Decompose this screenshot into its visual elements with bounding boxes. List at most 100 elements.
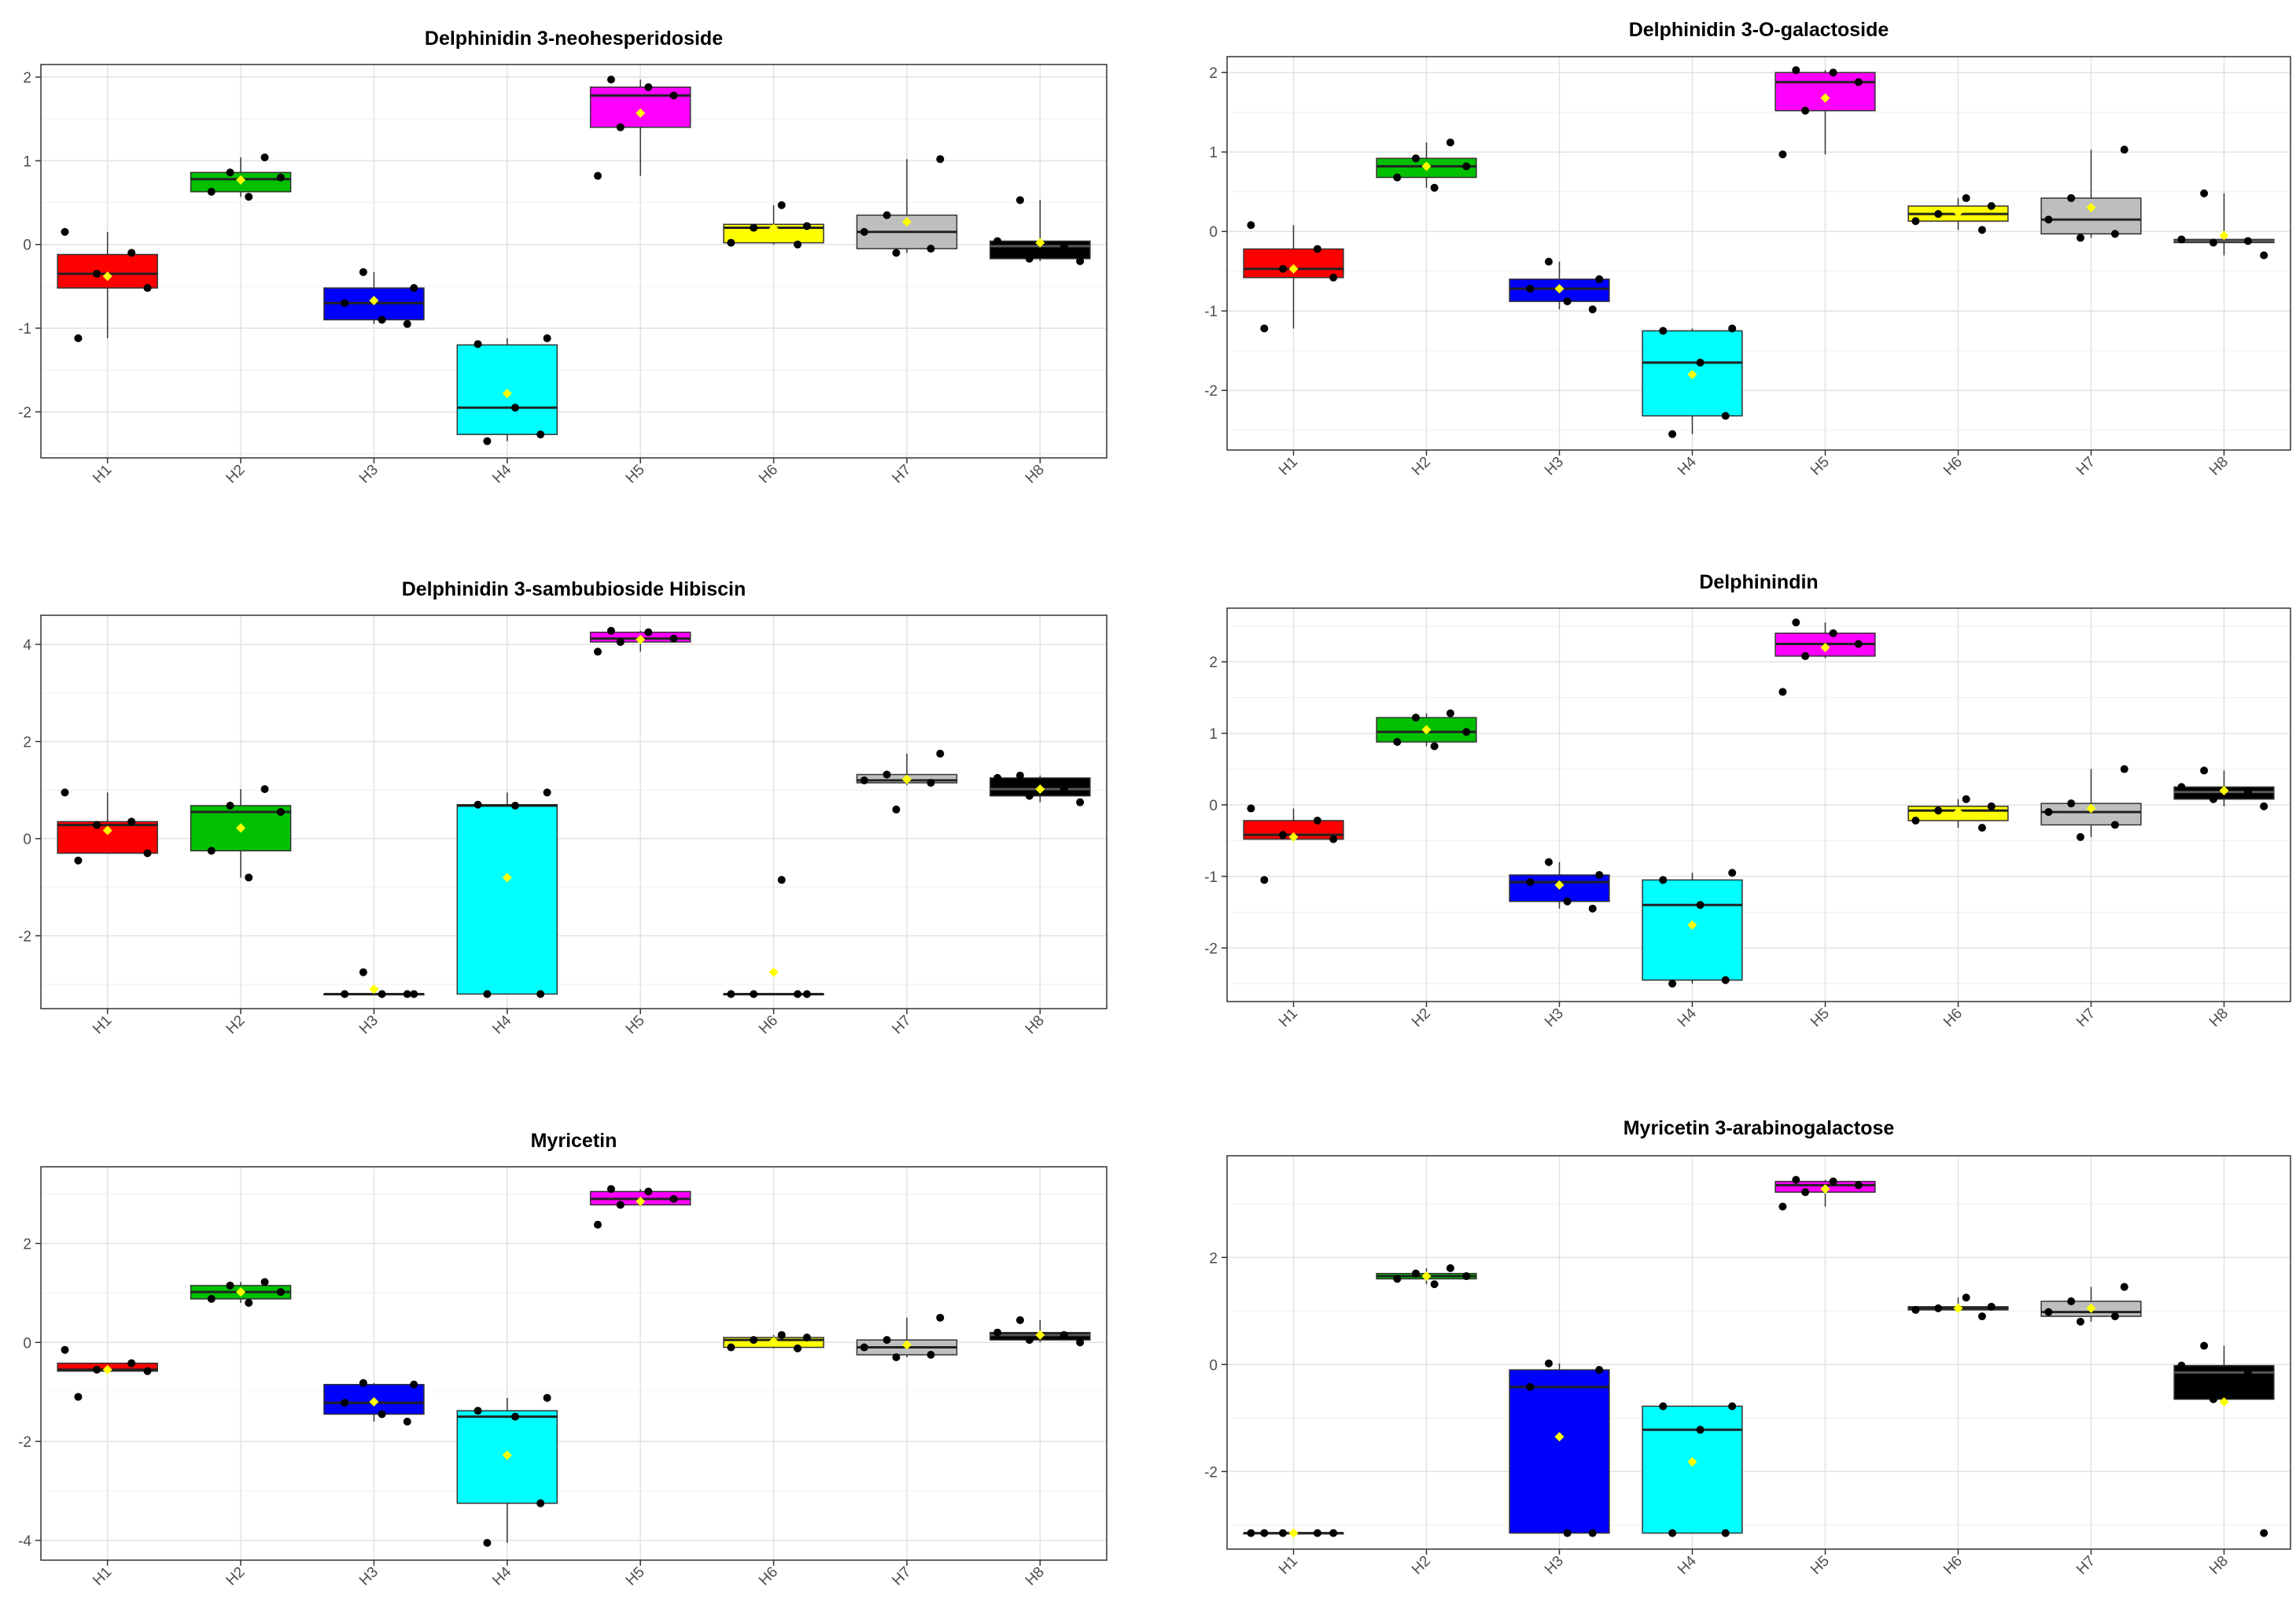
panel-title: Delphinindin	[1699, 571, 1818, 593]
box-iqr	[1509, 1369, 1610, 1534]
mean-marker	[1035, 784, 1045, 794]
data-point	[750, 1336, 758, 1345]
data-point	[1728, 324, 1737, 333]
data-point	[1247, 804, 1255, 813]
y-tick-label: 2	[1209, 655, 1218, 671]
data-point	[341, 990, 349, 998]
data-point	[727, 990, 735, 998]
mean-marker	[1421, 1271, 1432, 1282]
x-tick-label: H7	[2073, 1553, 2099, 1578]
data-point	[1411, 154, 1420, 163]
mean-marker	[1288, 832, 1299, 842]
data-point	[143, 849, 152, 858]
data-point	[1247, 221, 1255, 230]
panel-title: Delphinidin 3-sambubioside Hibiscin	[402, 578, 746, 600]
x-tick-label: H1	[90, 1564, 115, 1589]
data-point	[2200, 189, 2209, 197]
data-point	[127, 1359, 136, 1367]
mean-marker	[369, 1397, 379, 1407]
data-point	[1659, 1402, 1668, 1411]
data-point	[536, 430, 545, 439]
plot-border	[1226, 1155, 2291, 1550]
data-point	[207, 187, 216, 196]
mean-marker	[768, 223, 779, 234]
data-point	[1060, 784, 1068, 793]
box-H3	[1509, 1359, 1610, 1537]
data-point	[616, 1201, 625, 1209]
x-tick-label: H6	[756, 1564, 781, 1589]
box-H1	[1243, 804, 1344, 884]
data-point	[93, 269, 101, 278]
data-point	[276, 1288, 285, 1297]
data-point	[2044, 1308, 2053, 1316]
data-point	[341, 299, 349, 308]
x-tick-label: H7	[889, 1564, 914, 1589]
mean-marker	[1820, 93, 1830, 103]
mean-marker	[236, 175, 246, 185]
data-point	[1778, 150, 1787, 159]
box-H6	[723, 1330, 824, 1352]
box-iqr	[57, 253, 158, 289]
data-point	[483, 1538, 492, 1547]
mean-marker	[1421, 161, 1432, 172]
box-H6	[723, 876, 824, 998]
data-point	[1792, 1175, 1800, 1184]
box-H3	[323, 1378, 425, 1426]
data-point	[1260, 876, 1269, 884]
data-point	[593, 648, 602, 656]
box-H4	[456, 1393, 558, 1547]
box-H5	[589, 1185, 691, 1229]
y-tick-label: 2	[23, 734, 31, 751]
x-tick-label: H5	[623, 1013, 648, 1038]
data-point	[1854, 640, 1863, 648]
x-tick-label: H8	[1023, 462, 1048, 487]
panel-title: Delphinidin 3-neohesperidoside	[425, 28, 723, 50]
x-tick-label: H3	[1542, 454, 1567, 479]
data-point	[1962, 194, 1970, 202]
mean-marker	[2219, 1397, 2229, 1407]
panel-3: Delphinidin 3-sambubioside Hibiscin -2 0 2 4…	[18, 578, 1107, 1038]
data-point	[378, 990, 386, 998]
data-point	[892, 805, 901, 814]
box-H4	[456, 334, 558, 445]
data-point	[1278, 831, 1287, 839]
data-point	[750, 223, 758, 232]
data-point	[2044, 808, 2053, 817]
data-point	[1962, 1293, 1970, 1302]
data-point	[2243, 788, 2252, 796]
data-point	[1934, 1304, 1943, 1312]
data-point	[1934, 210, 1943, 218]
data-point	[1393, 738, 1402, 746]
mean-marker	[1820, 1184, 1830, 1194]
data-point	[1526, 284, 1535, 293]
data-point	[2200, 766, 2209, 775]
data-point	[143, 284, 152, 293]
data-point	[1792, 66, 1800, 75]
mean-marker	[2219, 785, 2229, 795]
x-tick-label: H7	[2073, 454, 2099, 479]
box-H2	[190, 784, 292, 882]
data-point	[2209, 1395, 2217, 1404]
panel-5: Myricetin -4 -2 0 2 H1 H2 H3 H4 H5 H6 H7 H8	[18, 1130, 1107, 1589]
data-point	[2260, 1529, 2268, 1537]
box-iqr	[2173, 1364, 2275, 1400]
mean-marker	[1953, 207, 1963, 217]
data-point	[644, 628, 653, 636]
data-point	[1393, 173, 1402, 182]
data-point	[892, 249, 901, 257]
data-point	[2209, 238, 2217, 247]
y-tick-label: 2	[23, 1236, 31, 1253]
x-tick-label: H7	[889, 462, 914, 487]
data-point	[883, 1336, 891, 1345]
mean-marker	[2086, 803, 2096, 814]
x-tick-label: H5	[1808, 1005, 1833, 1031]
data-point	[1430, 1280, 1439, 1289]
data-point	[2110, 1312, 2119, 1321]
data-point	[593, 172, 602, 180]
data-point	[143, 1367, 152, 1375]
y-tick-label: 2	[1209, 1250, 1218, 1267]
data-point	[2067, 1297, 2076, 1306]
y-tick-label: -1	[18, 321, 31, 338]
x-tick-label: H6	[756, 462, 781, 487]
data-point	[669, 634, 678, 643]
